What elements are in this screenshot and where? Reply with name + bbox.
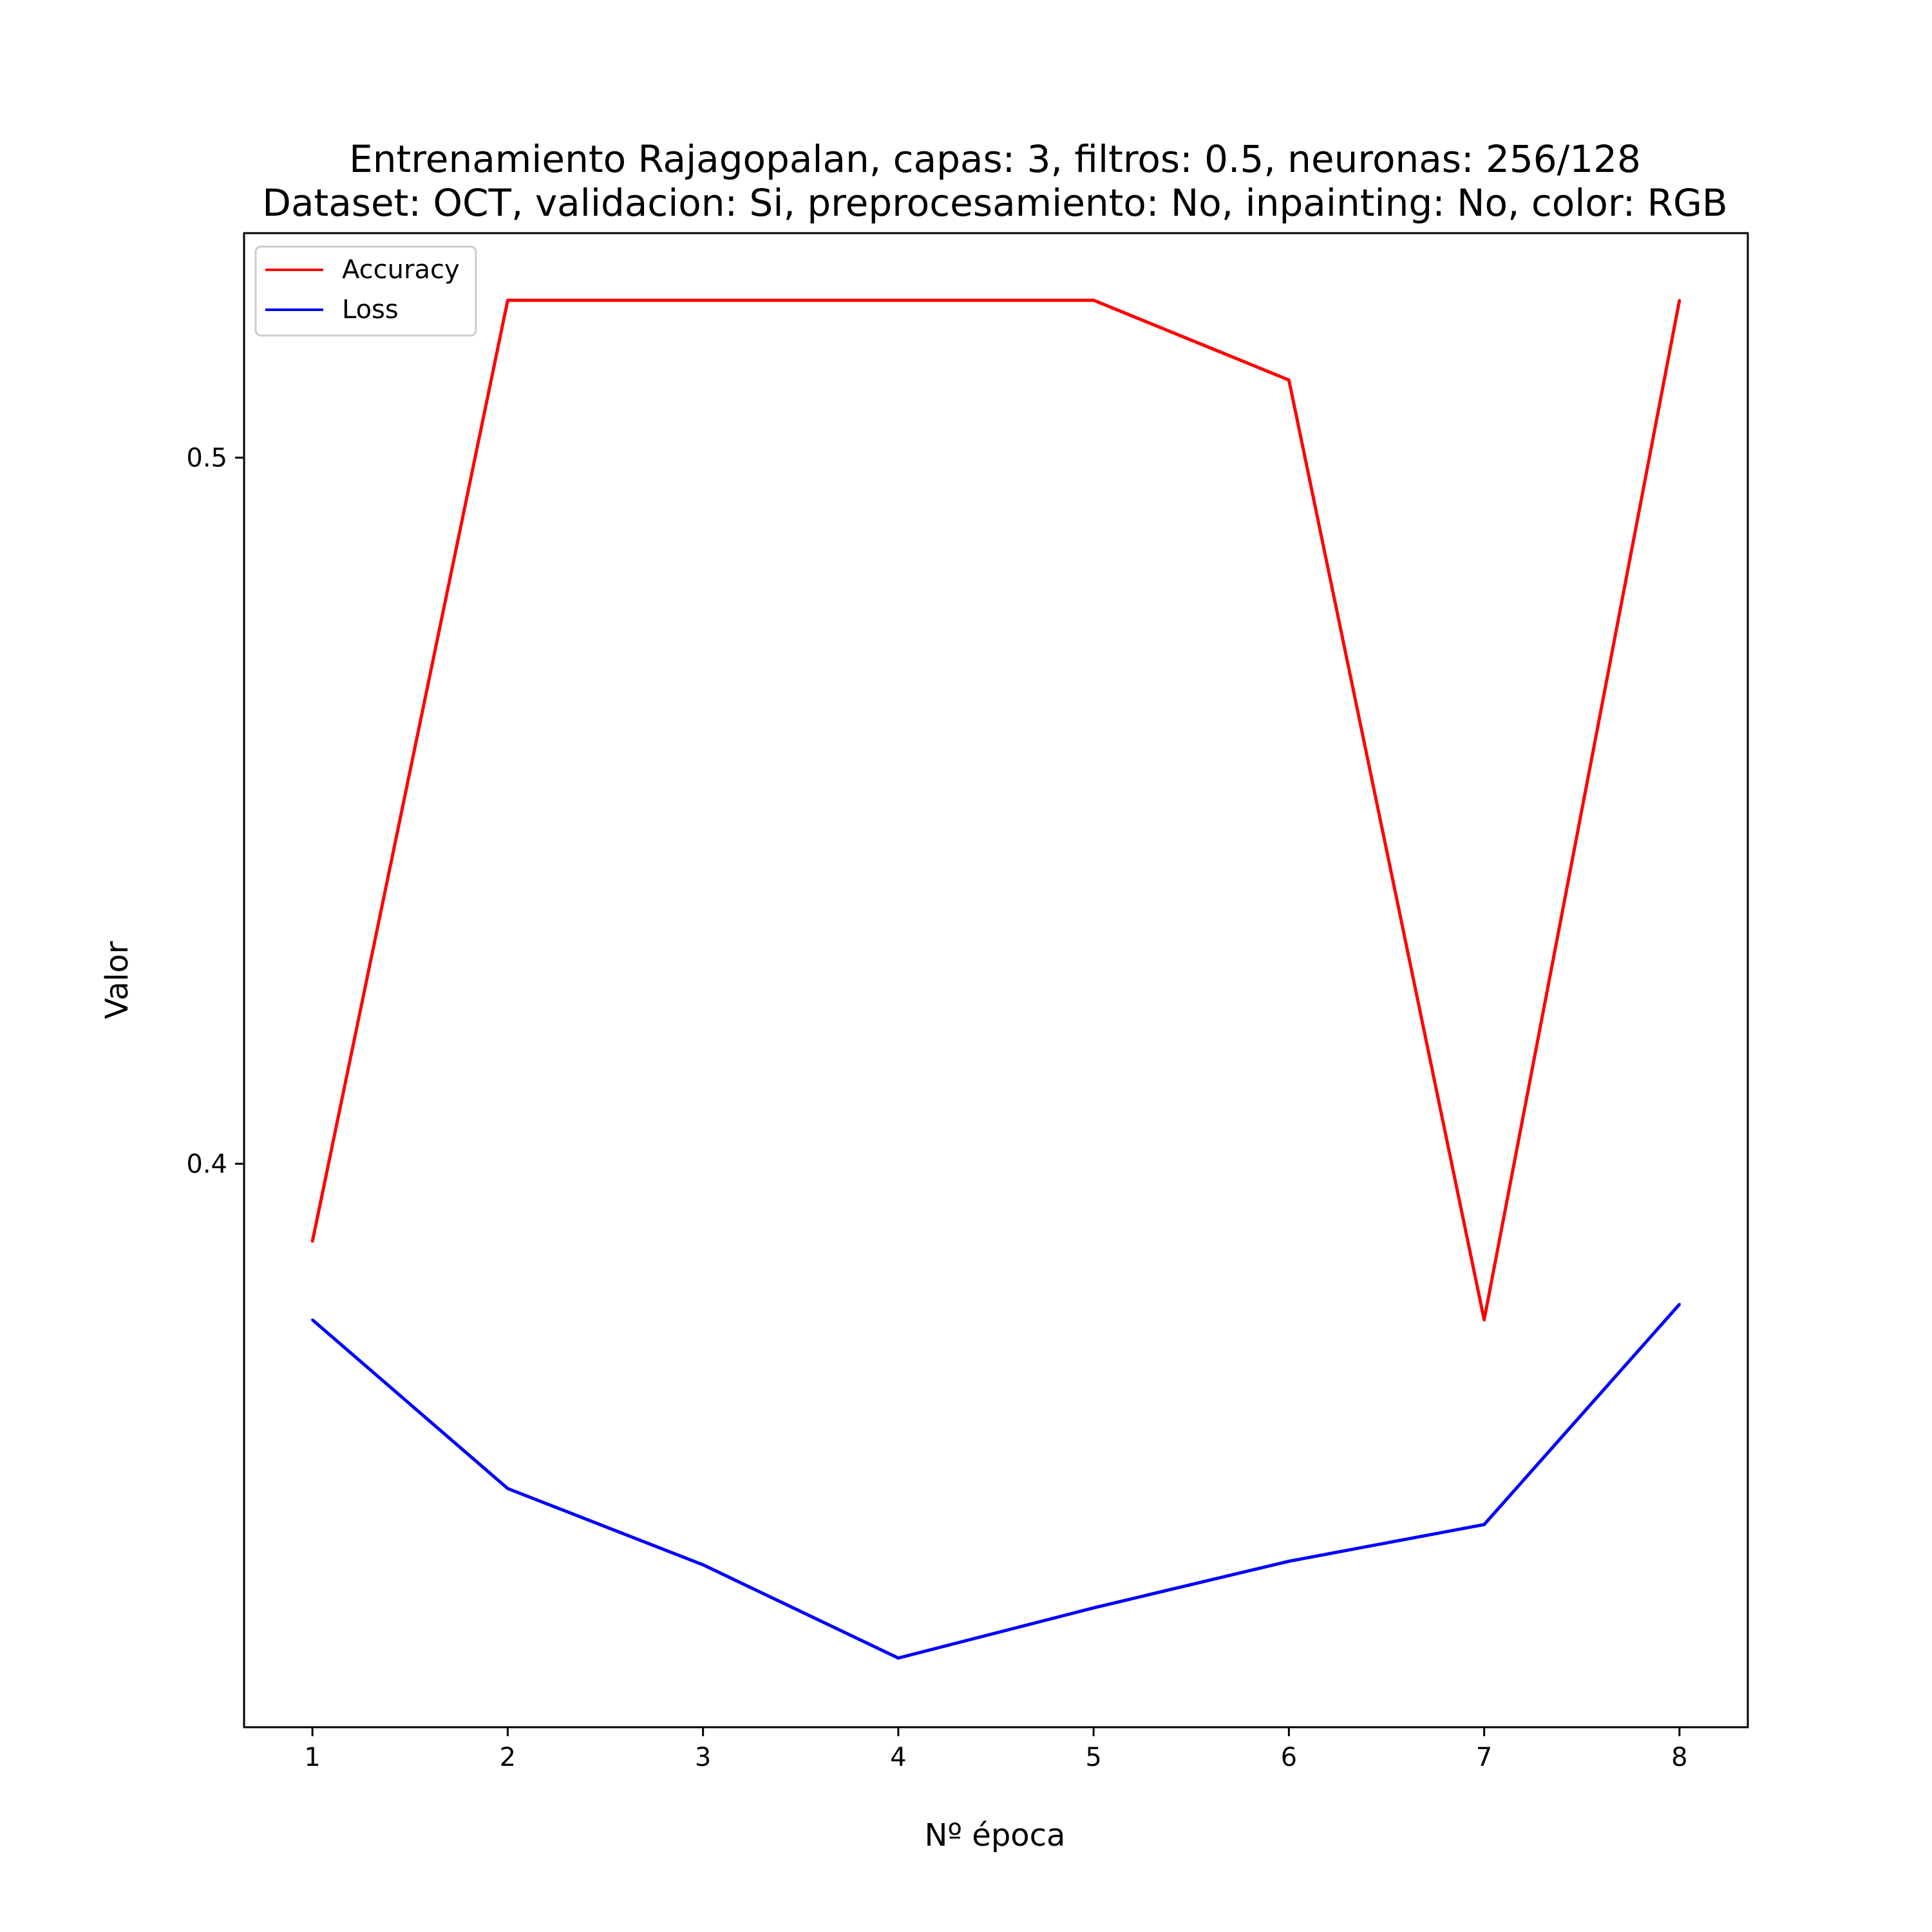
x-axis: 1 2 3 4 5 6 7 8: [304, 1727, 1688, 1772]
data-point-accuracy-6: [1287, 379, 1291, 382]
data-point-accuracy-8: [1678, 299, 1681, 302]
series-line-accuracy: [310, 298, 1681, 1321]
plot-frame: [243, 232, 1749, 1728]
data-point-loss-3: [701, 1563, 705, 1566]
x-tick-label-7: 7: [1476, 1743, 1492, 1772]
data-point-accuracy-2: [506, 299, 509, 302]
data-point-accuracy-5: [1092, 299, 1095, 302]
legend-label-loss: Loss: [342, 295, 399, 325]
data-point-loss-8: [1678, 1303, 1681, 1306]
series-layer: [310, 298, 1681, 1660]
x-tick-label-5: 5: [1085, 1743, 1101, 1772]
x-tick-label-1: 1: [304, 1743, 320, 1772]
data-point-loss-6: [1287, 1560, 1291, 1563]
x-axis-label: Nº época: [925, 1817, 1066, 1853]
data-point-accuracy-4: [896, 299, 900, 302]
data-point-loss-2: [506, 1487, 509, 1490]
data-point-accuracy-1: [311, 1240, 314, 1243]
x-tick-label-8: 8: [1671, 1743, 1687, 1772]
plot-area: [244, 233, 1748, 1727]
x-tick-label-2: 2: [500, 1743, 516, 1772]
legend: Accuracy Loss: [254, 245, 477, 337]
y-axis: 0.4 0.5: [186, 444, 244, 1179]
x-tick-label-6: 6: [1281, 1743, 1297, 1772]
y-axis-label: Valor: [99, 941, 135, 1019]
series-line-loss: [311, 1303, 1681, 1660]
data-point-accuracy-3: [701, 299, 705, 302]
y-tick-label-0.5: 0.5: [186, 444, 227, 473]
y-tick-label-0.4: 0.4: [186, 1150, 227, 1179]
data-point-loss-4: [896, 1656, 900, 1660]
chart-title: Entrenamiento Rajagopalan, capas: 3, fil…: [349, 137, 1641, 181]
legend-label-accuracy: Accuracy: [342, 255, 460, 285]
data-point-loss-5: [1092, 1606, 1095, 1609]
data-point-accuracy-7: [1482, 1318, 1486, 1321]
x-tick-label-3: 3: [695, 1743, 711, 1772]
chart-subtitle: Dataset: OCT, validacion: Si, preprocesa…: [262, 181, 1727, 225]
x-tick-label-4: 4: [890, 1743, 906, 1772]
data-point-loss-1: [311, 1318, 314, 1321]
data-point-loss-7: [1482, 1523, 1486, 1526]
